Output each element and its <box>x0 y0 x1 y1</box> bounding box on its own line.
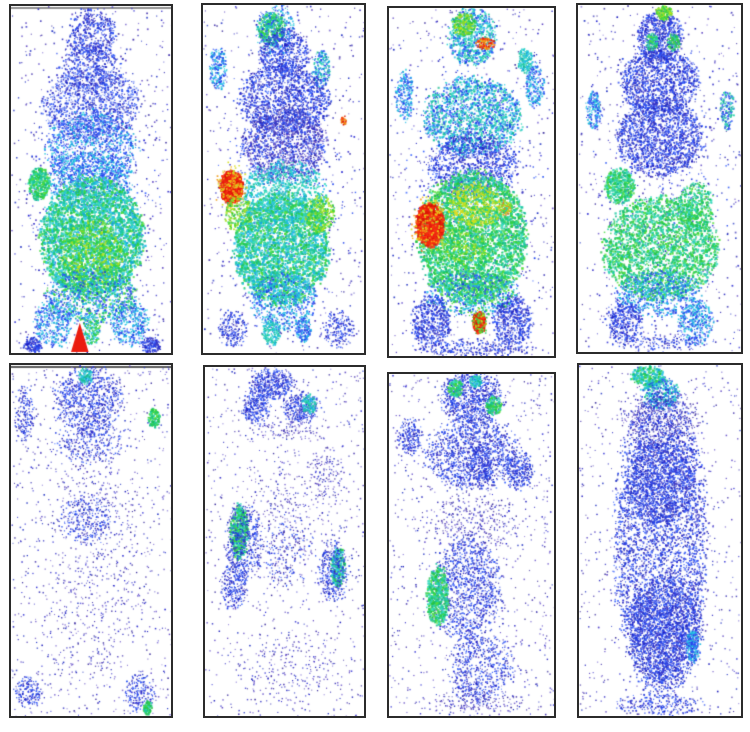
scan-panel-row1-col3 <box>387 6 556 358</box>
scan-panel-row2-col3 <box>387 372 556 718</box>
scan-panel-row1-col2 <box>201 3 366 355</box>
scan-panel-row2-col2 <box>203 365 366 718</box>
scan-image-row2-col2 <box>205 367 364 716</box>
scan-image-row2-col4 <box>579 365 741 716</box>
scan-panel-row2-col4 <box>577 363 743 718</box>
scan-image-row1-col4 <box>578 5 741 352</box>
scan-image-row1-col3 <box>389 8 554 356</box>
scan-image-row2-col3 <box>389 374 554 716</box>
scan-panel-row1-col1 <box>9 4 173 355</box>
scan-image-row2-col1 <box>11 365 171 716</box>
scan-panel-row1-col4 <box>576 3 743 354</box>
scan-panel-row2-col1 <box>9 363 173 718</box>
scan-image-row1-col1 <box>11 6 171 353</box>
scan-image-row1-col2 <box>203 5 364 353</box>
